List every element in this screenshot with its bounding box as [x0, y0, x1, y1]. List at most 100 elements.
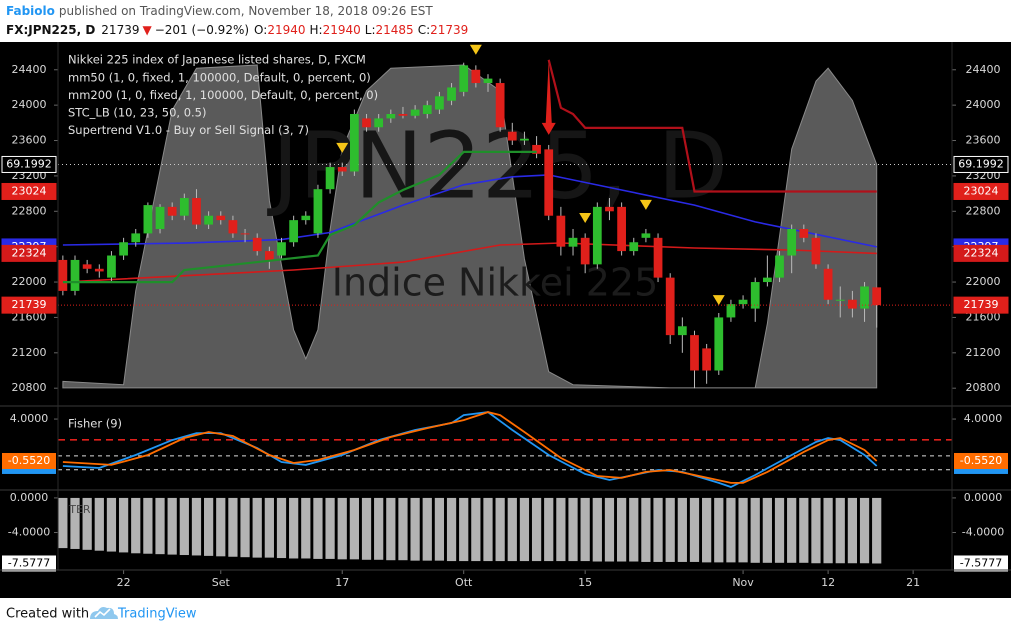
bar: [872, 497, 882, 564]
candle-body: [872, 287, 882, 306]
candle-body: [119, 242, 128, 256]
y-tick-label: 24400: [966, 63, 1001, 76]
bar: [459, 497, 469, 562]
candle-body: [204, 215, 213, 225]
candle-body: [823, 268, 833, 300]
candle-body: [520, 138, 529, 141]
candle-body: [653, 237, 663, 278]
candle-body: [386, 113, 396, 119]
signal-marker: [336, 142, 349, 153]
author[interactable]: Fabiolo: [6, 4, 55, 18]
price-label-box: [1, 296, 57, 314]
y-tick-label: 22800: [966, 204, 1001, 217]
bar: [118, 497, 129, 553]
footer-text: Created with: [6, 607, 89, 622]
candle-body: [641, 233, 651, 238]
bar: [811, 497, 821, 564]
bar: [677, 497, 687, 562]
y-tick-label: 20800: [12, 381, 47, 394]
signal-marker: [639, 199, 652, 210]
bar: [337, 497, 347, 560]
bar: [531, 497, 542, 562]
footer-brand[interactable]: TradingView: [117, 607, 197, 622]
candle-body: [410, 109, 420, 116]
candle-body: [483, 78, 493, 84]
price-label: 23024: [12, 184, 47, 197]
panel-title: ITER: [66, 503, 91, 516]
price-label: 21739: [12, 298, 47, 311]
bar: [604, 497, 615, 562]
bar: [204, 497, 214, 556]
candle-body: [775, 255, 784, 278]
bar: [179, 497, 189, 556]
value-label-box: [954, 555, 1008, 572]
candle-body: [240, 233, 250, 235]
legend-entry: Supertrend V1.0 - Buy or Sell Signal (3,…: [68, 123, 309, 137]
candle-body: [337, 167, 347, 172]
bar: [556, 497, 566, 562]
candle-body: [277, 242, 286, 256]
bar: [289, 497, 299, 559]
bar: [495, 497, 505, 562]
candle-body: [799, 228, 809, 238]
x-tick-label: Nov: [732, 576, 754, 589]
candle-body: [580, 237, 590, 265]
last-price: 21739: [101, 23, 139, 37]
y-tick-label: 22000: [12, 275, 47, 288]
candle-body: [690, 335, 699, 371]
logo[interactable]: [90, 607, 118, 619]
candle-body: [677, 326, 687, 336]
value-label-box: [2, 452, 56, 469]
y-tick-label: 21600: [966, 310, 1001, 323]
candle-body: [787, 228, 797, 256]
price-label: 21739: [964, 298, 999, 311]
bar: [653, 497, 663, 562]
bar: [665, 497, 675, 562]
overlay: 69.199269.199222397223972232422324230242…: [1, 44, 1009, 589]
bar: [276, 497, 287, 559]
price-label: 69.1992: [958, 157, 1004, 170]
stc-area: [62, 64, 878, 389]
bar: [787, 497, 797, 563]
watermark: Indice Nikkei 225: [332, 261, 659, 305]
candle-body: [617, 206, 626, 252]
candle-body: [435, 96, 444, 110]
y-tick-label: -4.0000: [962, 526, 1004, 539]
bar: [714, 497, 724, 563]
y-tick-label: 21200: [966, 346, 1001, 359]
ohlc-value: 21940: [323, 23, 361, 37]
price-label: 22324: [12, 246, 47, 259]
candle-body: [143, 205, 153, 234]
candle-body: [58, 259, 68, 291]
x-tick-label: 17: [335, 576, 349, 589]
value-label: -7.5777: [8, 556, 50, 569]
ohlc-key: H:: [310, 23, 323, 37]
bar: [823, 497, 833, 564]
candle-body: [762, 277, 772, 283]
y-tick-label: -4.0000: [8, 526, 50, 539]
bar: [167, 497, 177, 555]
bar: [216, 497, 226, 557]
candle-body: [131, 233, 141, 243]
price-label-box: [953, 244, 1009, 262]
bar: [301, 497, 311, 559]
candle-body: [629, 242, 639, 252]
candle-body: [325, 167, 335, 190]
ohlc-key: L:: [365, 23, 376, 37]
candle-body: [447, 87, 456, 101]
bar: [859, 497, 870, 564]
candle-body: [264, 251, 274, 260]
price-label-box: [1, 182, 57, 200]
legend-entry: mm200 (1, 0, fixed, 1, 100000, Default, …: [68, 88, 378, 102]
x-tick-label: Set: [212, 576, 231, 589]
candle-body: [750, 282, 760, 309]
candle-body: [811, 237, 821, 265]
candle-body: [167, 206, 177, 216]
y-tick-label: 4.0000: [964, 412, 1003, 425]
candle-body: [252, 237, 262, 252]
candle-body: [216, 215, 226, 221]
signal-marker: [469, 44, 482, 55]
y-tick-label: 22000: [966, 275, 1001, 288]
bar: [58, 497, 68, 549]
price-label-box: [953, 296, 1009, 314]
